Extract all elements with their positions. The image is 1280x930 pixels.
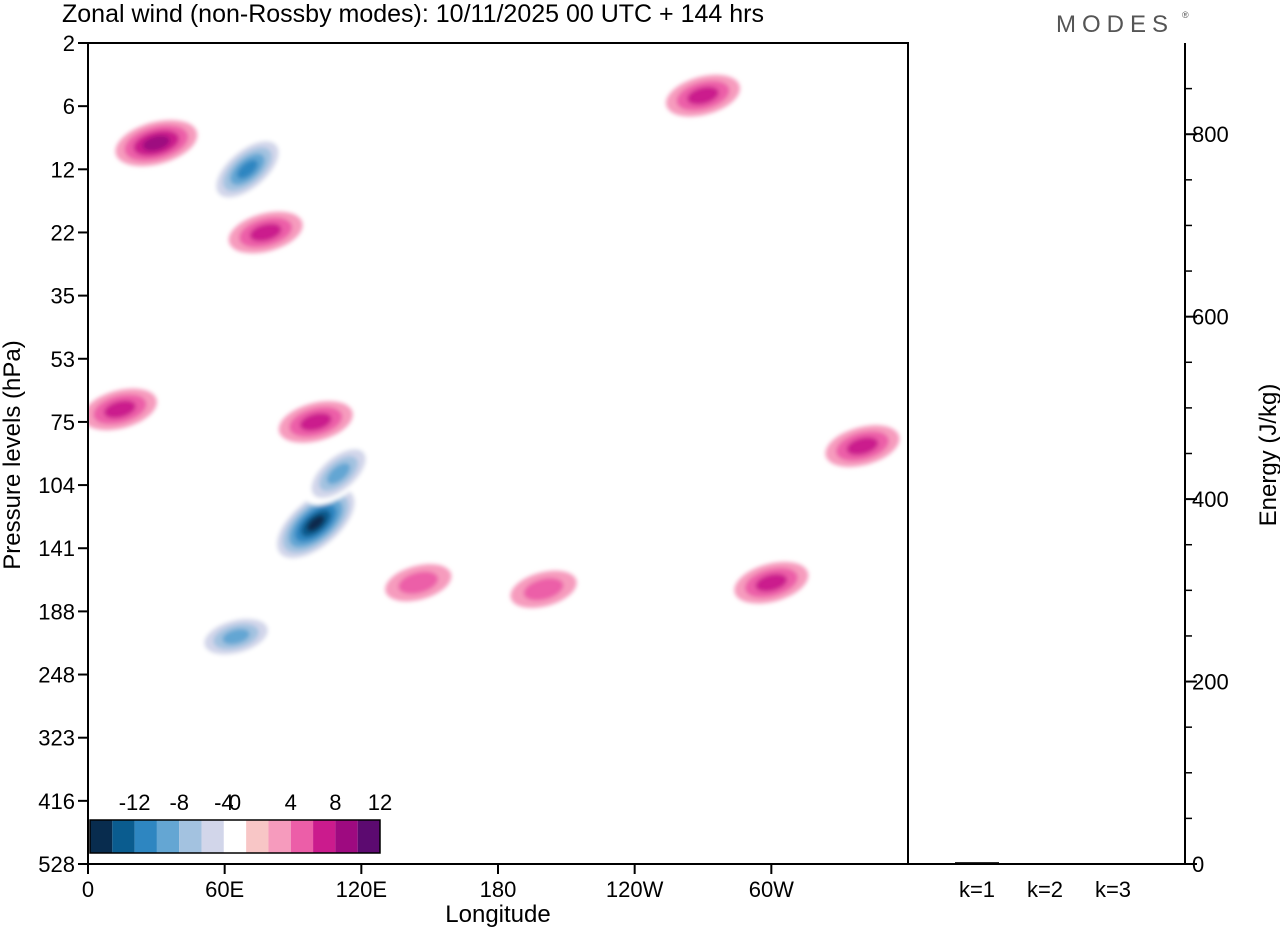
x-axis-label: Longitude: [445, 901, 550, 928]
wind-feature: [303, 442, 374, 506]
energy-category-label: k=1: [959, 877, 995, 902]
wind-contour: [306, 515, 325, 532]
wind-contour: [846, 437, 879, 456]
wind-feature: [270, 482, 361, 564]
x-tick-label: 60W: [749, 877, 794, 902]
wind-feature: [228, 211, 303, 254]
wind-feature: [115, 120, 198, 167]
colorbar-swatch: [313, 820, 336, 853]
wind-feature: [385, 564, 452, 602]
energy-category-label: k=2: [1027, 877, 1063, 902]
modes-logo: MODES ®: [1056, 10, 1189, 38]
x-tick-label: 0: [82, 877, 94, 902]
energy-bar: [1023, 863, 1067, 865]
x-tick-label: 120E: [336, 877, 387, 902]
colorbar-swatch: [201, 820, 224, 853]
y-tick-label: 35: [51, 284, 75, 309]
wind-contour: [687, 86, 719, 105]
wind-feature: [195, 613, 277, 660]
wind-contour: [523, 578, 564, 601]
energy-tick-label: 400: [1192, 487, 1229, 512]
x-tick-label: 60E: [205, 877, 244, 902]
y-tick-label: 6: [63, 94, 75, 119]
section-plot-frame: [87, 42, 909, 865]
wind-contour: [222, 628, 250, 645]
wind-contour: [326, 463, 351, 485]
y-tick-label: 2: [63, 31, 75, 56]
wind-contour: [299, 412, 332, 431]
y-tick-label: 12: [51, 157, 75, 182]
wind-feature: [278, 401, 353, 443]
colorbar-swatch: [156, 820, 180, 853]
colorbar-swatch: [268, 820, 291, 853]
colorbar-label: -8: [169, 790, 189, 815]
y-tick-label: 248: [38, 663, 75, 688]
energy-tick-label: 0: [1192, 852, 1204, 877]
colorbar-label: -4: [214, 790, 234, 815]
y-axis-label: Pressure levels (hPa): [0, 340, 26, 569]
energy-bar: [955, 862, 999, 864]
colorbar: -12 -8 -40 4 8 12: [89, 790, 392, 854]
colorbar-swatch: [134, 820, 157, 853]
chart-title: Zonal wind (non-Rossby modes): 10/11/202…: [62, 0, 764, 28]
y-tick-label: 75: [51, 410, 75, 435]
colorbar-label: 12: [368, 790, 392, 815]
wind-contour: [237, 159, 258, 179]
wind-feature: [665, 74, 741, 117]
colorbar-label: 4: [285, 790, 297, 815]
colorbar-label: 8: [329, 790, 341, 815]
energy-tick-label: 200: [1192, 670, 1229, 695]
y-axis: 2 6 12 22 35 53 75 104 141 188 248 323 416 528: [38, 31, 88, 877]
energy-tick-label: 800: [1192, 122, 1229, 147]
x-tick-label: 180: [480, 877, 517, 902]
colorbar-label: 0: [229, 790, 241, 815]
energy-bars: k=1 k=2 k=3: [955, 862, 1135, 902]
wind-feature: [209, 134, 286, 204]
energy-tick-label: 600: [1192, 305, 1229, 330]
y-tick-label: 104: [38, 473, 75, 498]
energy-bar: [1091, 863, 1135, 865]
wind-contour: [104, 400, 136, 419]
colorbar-frame: [89, 819, 381, 854]
colorbar-label: -12: [119, 790, 151, 815]
wind-feature: [825, 425, 900, 467]
y-tick-label: 22: [51, 220, 75, 245]
y-tick-label: 53: [51, 347, 75, 372]
y-tick-label: 528: [38, 852, 75, 877]
energy-category-label: k=3: [1095, 877, 1131, 902]
brand-mark: ®: [1182, 10, 1189, 20]
x-tick-label: 120W: [606, 877, 664, 902]
wind-contour: [398, 571, 439, 594]
wind-feature: [510, 570, 577, 608]
brand-text: MODES: [1056, 11, 1174, 38]
y-tick-label: 416: [38, 789, 75, 814]
y-tick-label: 188: [38, 599, 75, 624]
colorbar-swatch: [335, 820, 358, 853]
colorbar-swatch: [90, 820, 113, 853]
colorbar-swatch: [223, 820, 247, 853]
wind-feature: [88, 388, 157, 431]
colorbar-swatch: [179, 820, 202, 853]
wind-contour: [755, 573, 788, 592]
colorbar-swatch: [357, 820, 380, 853]
wind-field: [88, 74, 900, 660]
wind-feature: [734, 561, 809, 604]
colorbar-swatch: [246, 820, 269, 853]
wind-contour: [142, 135, 170, 151]
energy-axis: 0 200 400 600 800: [1185, 87, 1229, 877]
x-axis: 0 60E 120E 180 120W 60W: [82, 864, 794, 902]
colorbar-swatch: [112, 820, 135, 853]
y-tick-label: 141: [38, 536, 75, 561]
energy-axis-label: Energy (J/kg): [1255, 384, 1280, 527]
colorbar-swatch: [290, 820, 314, 853]
y-tick-label: 323: [38, 726, 75, 751]
wind-contour: [249, 223, 282, 242]
